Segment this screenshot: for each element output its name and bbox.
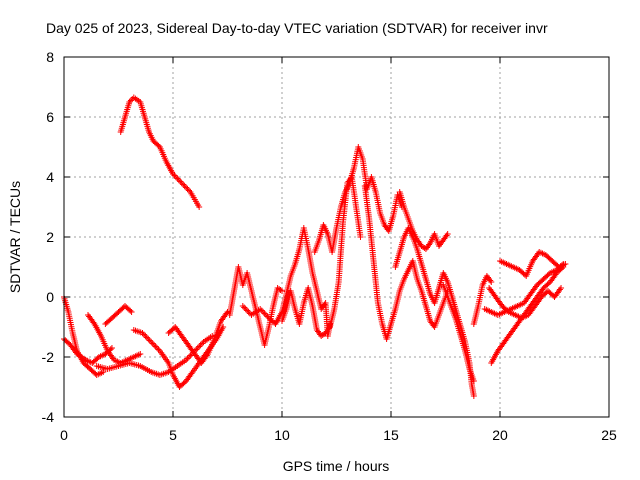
series-arc-13 bbox=[361, 183, 451, 342]
series-arc-8 bbox=[117, 94, 203, 210]
axis-ticks: 0 5 10 15 20 25 -4 -2 0 2 4 6 8 bbox=[42, 49, 617, 443]
x-tick-label: 0 bbox=[60, 427, 68, 443]
series-markers bbox=[102, 303, 135, 327]
series-arc-18 bbox=[481, 261, 567, 318]
chart-title: Day 025 of 2023, Sidereal Day-to-day VTE… bbox=[46, 20, 548, 36]
data-series bbox=[61, 94, 569, 399]
series-arc-9 bbox=[226, 264, 285, 348]
series-markers bbox=[361, 183, 451, 342]
series-arc-12 bbox=[311, 144, 405, 255]
series-markers bbox=[396, 189, 451, 252]
series-markers bbox=[470, 273, 495, 327]
y-tick-label: 2 bbox=[46, 229, 54, 245]
y-tick-label: 6 bbox=[46, 109, 54, 125]
series-markers bbox=[279, 174, 364, 339]
x-tick-label: 20 bbox=[492, 427, 508, 443]
series-markers bbox=[497, 249, 569, 279]
series-arc-21 bbox=[486, 285, 565, 321]
y-tick-label: -2 bbox=[42, 349, 55, 365]
series-markers bbox=[311, 144, 405, 255]
grid bbox=[64, 57, 609, 417]
series-markers bbox=[117, 94, 203, 210]
series-line bbox=[394, 227, 475, 397]
series-arc-20 bbox=[497, 249, 569, 279]
series-arc-11 bbox=[279, 174, 364, 339]
series-arc-16 bbox=[440, 282, 477, 384]
series-markers bbox=[392, 225, 477, 399]
series-arc-15 bbox=[396, 189, 451, 252]
y-axis-label: SDTVAR / TECUs bbox=[7, 181, 23, 293]
series-line bbox=[281, 176, 362, 337]
x-tick-label: 15 bbox=[383, 427, 399, 443]
x-axis-label: GPS time / hours bbox=[283, 458, 390, 474]
y-tick-label: 0 bbox=[46, 289, 54, 305]
series-markers bbox=[440, 282, 477, 384]
series-arc-10 bbox=[239, 225, 333, 339]
y-tick-label: 8 bbox=[46, 49, 54, 65]
series-markers bbox=[93, 333, 216, 378]
x-tick-label: 25 bbox=[601, 427, 617, 443]
y-tick-label: -4 bbox=[42, 409, 55, 425]
series-arc-14 bbox=[392, 225, 477, 399]
series-markers bbox=[226, 264, 285, 348]
x-tick-label: 5 bbox=[169, 427, 177, 443]
x-tick-label: 10 bbox=[274, 427, 290, 443]
series-markers bbox=[481, 261, 567, 318]
series-markers bbox=[85, 312, 144, 366]
series-arc-4 bbox=[102, 303, 135, 327]
series-markers bbox=[239, 225, 333, 339]
series-arc-17 bbox=[470, 273, 495, 327]
series-arc-3 bbox=[85, 312, 144, 366]
series-markers bbox=[486, 285, 565, 321]
series-markers bbox=[165, 309, 231, 366]
y-tick-label: 4 bbox=[46, 169, 54, 185]
series-arc-7 bbox=[165, 309, 231, 366]
